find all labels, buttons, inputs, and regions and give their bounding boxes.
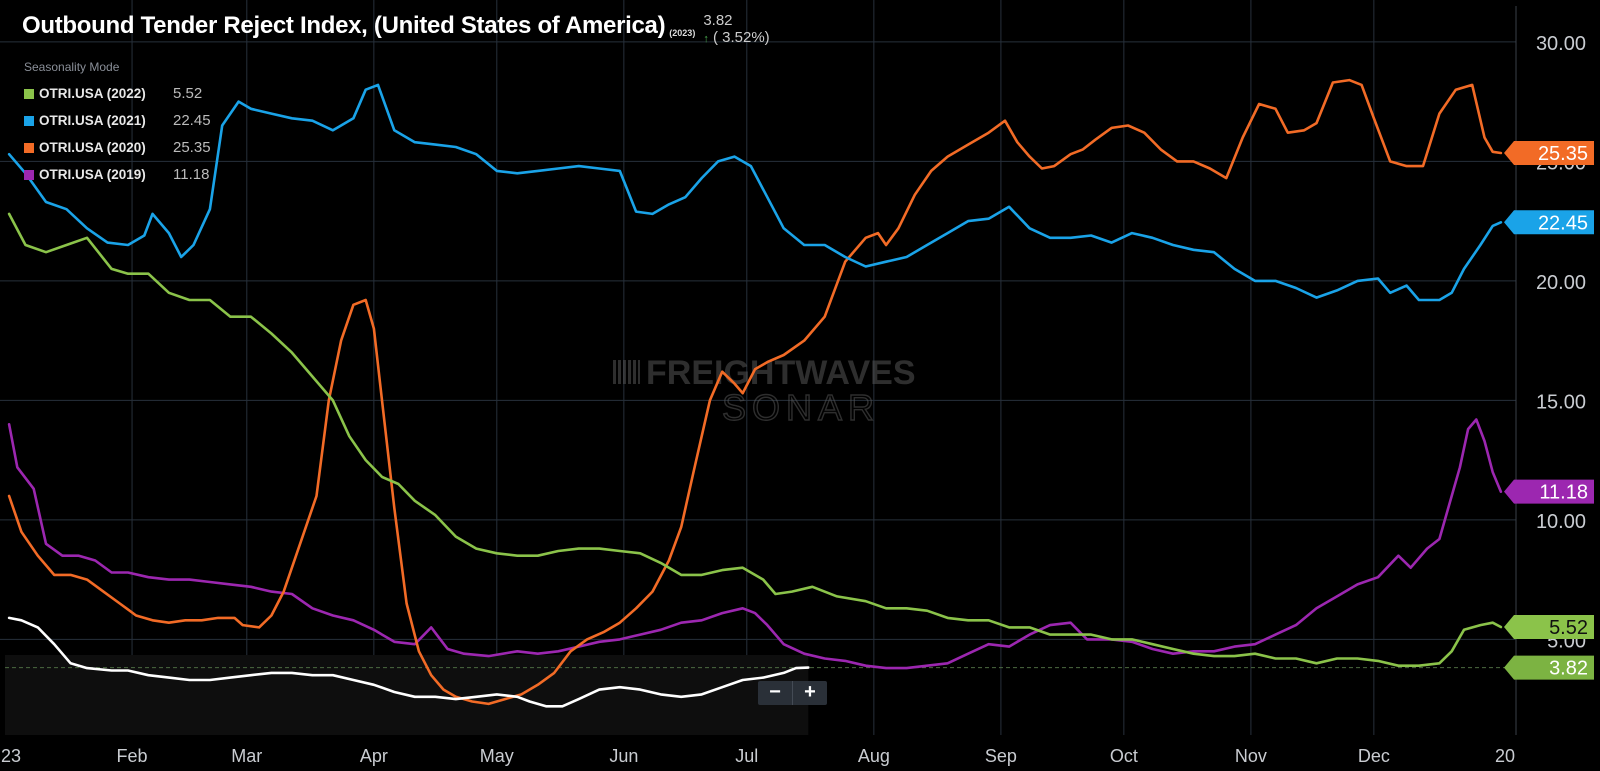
series-line-2022 — [7, 212, 1503, 667]
series-end-label: 3.82 — [1549, 658, 1588, 680]
y-tick-label: 15.00 — [1536, 391, 1586, 413]
x-tick-label: 20 — [1495, 746, 1515, 766]
y-tick-label: 20.00 — [1536, 272, 1586, 294]
x-tick-label: Mar — [231, 746, 262, 766]
x-tick-label: Sep — [985, 746, 1017, 766]
x-tick-label: Apr — [360, 746, 388, 766]
current-value-block: 3.82 ↑ ( 3.52%) — [703, 12, 769, 48]
series-end-label: 5.52 — [1549, 617, 1588, 639]
freightwaves-sonar-watermark: FREIGHTWAVES SONAR — [613, 354, 916, 429]
up-arrow-icon: ↑ — [703, 33, 709, 45]
x-tick-label: Jun — [609, 746, 638, 766]
series-end-tag: 25.35 — [1504, 140, 1594, 165]
series-line-2021 — [7, 83, 1503, 302]
legend-value: 22.45 — [173, 112, 211, 129]
series-end-label: 25.35 — [1538, 143, 1588, 165]
legend-swatch-2021 — [24, 115, 34, 126]
chart-title: Outbound Tender Reject Index, (United St… — [22, 12, 666, 39]
x-tick-label: Aug — [858, 746, 890, 766]
x-tick-label: Nov — [1235, 746, 1267, 766]
legend-swatch-2022 — [24, 88, 34, 99]
series-line-2020 — [7, 78, 1503, 706]
change-percent: ( 3.52%) — [712, 29, 770, 46]
series-line-2023 — [7, 616, 810, 708]
title-year-tag: (2023) — [669, 28, 696, 38]
legend-value: 5.52 — [173, 85, 203, 102]
watermark-line1: FREIGHTWAVES — [646, 354, 916, 392]
series-end-label: 11.18 — [1539, 482, 1588, 504]
legend-label: OTRI.USA (2022) — [39, 86, 146, 101]
series-end-tag: 5.52 — [1504, 614, 1594, 639]
legend-label: OTRI.USA (2021) — [39, 113, 146, 128]
legend-value: 11.18 — [173, 166, 210, 183]
change-readout: ↑ ( 3.52%) — [703, 29, 769, 48]
x-tick-label: Feb — [117, 746, 148, 766]
legend-item-2019[interactable]: OTRI.USA (2019) 11.18 — [24, 161, 211, 188]
y-tick-label: 10.00 — [1536, 511, 1586, 533]
series-end-tag: 22.45 — [1504, 210, 1594, 235]
series-line-2019 — [7, 418, 1503, 670]
x-tick-label: May — [480, 746, 514, 766]
series-end-tag: 3.82 — [1504, 655, 1594, 680]
current-value: 3.82 — [703, 12, 733, 29]
zoom-in-button[interactable]: + — [792, 681, 827, 705]
legend: OTRI.USA (2022) 5.52 OTRI.USA (2021) 22.… — [24, 80, 211, 188]
x-tick-label: Dec — [1358, 746, 1390, 766]
x-tick-label: 23 — [1, 746, 21, 766]
seasonality-mode-label: Seasonality Mode — [24, 60, 120, 74]
chart-title-block: Outbound Tender Reject Index, (United St… — [22, 12, 770, 48]
zoom-controls: − + — [758, 681, 827, 705]
legend-value: 25.35 — [173, 139, 211, 156]
x-tick-label: Jul — [735, 746, 758, 766]
series-end-tag: 11.18 — [1504, 479, 1594, 504]
legend-swatch-2019 — [24, 169, 34, 180]
legend-item-2021[interactable]: OTRI.USA (2021) 22.45 — [24, 107, 211, 134]
legend-label: OTRI.USA (2019) — [39, 167, 146, 182]
legend-item-2022[interactable]: OTRI.USA (2022) 5.52 — [24, 80, 211, 107]
x-tick-label: Oct — [1110, 746, 1138, 766]
zoom-out-button[interactable]: − — [769, 681, 781, 703]
watermark-line2: SONAR — [722, 387, 880, 428]
y-tick-label: 30.00 — [1536, 33, 1586, 55]
legend-item-2020[interactable]: OTRI.USA (2020) 25.35 — [24, 134, 211, 161]
series-end-label: 22.45 — [1538, 212, 1588, 234]
legend-label: OTRI.USA (2020) — [39, 140, 146, 155]
svg-text:FREIGHTWAVES: FREIGHTWAVES — [646, 354, 916, 392]
legend-swatch-2020 — [24, 142, 34, 153]
